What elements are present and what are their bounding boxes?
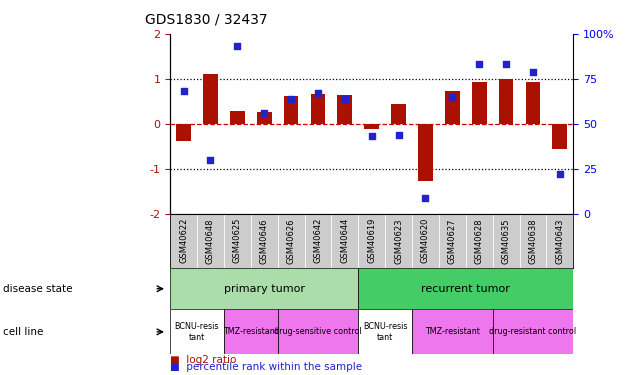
Bar — [170, 268, 358, 309]
Bar — [170, 309, 224, 354]
Point — [394, 132, 404, 138]
Text: drug-sensitive control: drug-sensitive control — [274, 327, 362, 336]
Text: BCNU-resis
tant: BCNU-resis tant — [175, 322, 219, 342]
Text: GSM40635: GSM40635 — [501, 218, 510, 264]
Bar — [412, 309, 493, 354]
Point — [528, 69, 538, 75]
Text: recurrent tumor: recurrent tumor — [421, 284, 510, 294]
Point — [259, 110, 269, 116]
Point — [340, 96, 350, 102]
Text: GSM40625: GSM40625 — [233, 218, 242, 264]
Text: GSM40622: GSM40622 — [179, 218, 188, 264]
Text: GSM40648: GSM40648 — [206, 218, 215, 264]
Bar — [338, 95, 352, 124]
Point — [447, 94, 457, 100]
Point — [205, 157, 215, 163]
Bar — [493, 309, 573, 354]
Bar — [525, 82, 541, 124]
Text: GSM40623: GSM40623 — [394, 218, 403, 264]
Text: TMZ-resistant: TMZ-resistant — [425, 327, 480, 336]
Text: GSM40646: GSM40646 — [260, 218, 268, 264]
Text: GSM40620: GSM40620 — [421, 218, 430, 264]
Bar — [358, 309, 412, 354]
Bar — [203, 74, 218, 124]
Bar — [472, 82, 486, 124]
Bar — [176, 124, 191, 141]
Text: GSM40642: GSM40642 — [314, 218, 323, 264]
Point — [501, 62, 511, 68]
Point — [367, 134, 377, 140]
Text: drug-resistant control: drug-resistant control — [490, 327, 576, 336]
Text: GSM40619: GSM40619 — [367, 218, 376, 264]
Point — [313, 90, 323, 96]
Text: GSM40627: GSM40627 — [448, 218, 457, 264]
Bar — [278, 309, 358, 354]
Bar — [224, 309, 278, 354]
Text: disease state: disease state — [3, 284, 72, 294]
Text: ■  log2 ratio: ■ log2 ratio — [170, 355, 236, 365]
Text: TMZ-resistant: TMZ-resistant — [223, 327, 278, 336]
Text: GSM40643: GSM40643 — [556, 218, 564, 264]
Text: GSM40628: GSM40628 — [475, 218, 484, 264]
Text: GDS1830 / 32437: GDS1830 / 32437 — [145, 12, 268, 26]
Point — [474, 62, 484, 68]
Bar — [553, 124, 567, 148]
Bar — [499, 79, 513, 124]
Text: BCNU-resis
tant: BCNU-resis tant — [363, 322, 408, 342]
Point — [420, 195, 430, 201]
Text: GSM40626: GSM40626 — [287, 218, 295, 264]
Text: GSM40638: GSM40638 — [529, 218, 537, 264]
Text: ■  percentile rank within the sample: ■ percentile rank within the sample — [170, 363, 362, 372]
Bar — [358, 268, 573, 309]
Bar — [364, 124, 379, 129]
Text: primary tumor: primary tumor — [224, 284, 305, 294]
Bar — [284, 96, 299, 124]
Point — [555, 171, 565, 177]
Bar — [311, 94, 325, 124]
Bar — [445, 92, 460, 124]
Bar — [230, 111, 244, 124]
Bar — [257, 112, 272, 124]
Point — [286, 96, 296, 102]
Point — [178, 88, 188, 94]
Bar — [418, 124, 433, 182]
Text: GSM40644: GSM40644 — [340, 218, 349, 264]
Bar — [391, 104, 406, 124]
Point — [232, 44, 243, 50]
Text: cell line: cell line — [3, 327, 43, 337]
